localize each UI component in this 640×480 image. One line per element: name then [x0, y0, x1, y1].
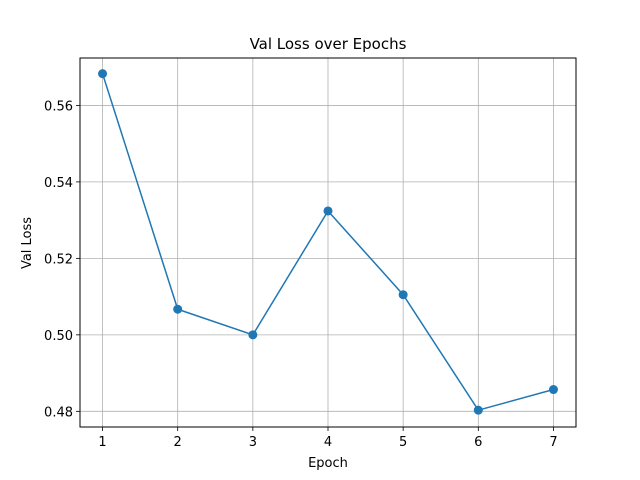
y-tick-label: 0.52: [44, 252, 73, 267]
data-point: [473, 405, 483, 415]
grid-lines: [80, 58, 576, 427]
x-tick-label: 5: [399, 435, 407, 450]
x-axis-label: Epoch: [308, 456, 348, 471]
y-tick-label: 0.50: [44, 329, 73, 344]
x-tick-label: 7: [549, 435, 557, 450]
y-axis-label: Val Loss: [20, 217, 35, 269]
data-point: [248, 330, 258, 340]
data-point: [323, 206, 333, 216]
data-point: [548, 385, 558, 395]
x-tick-label: 1: [98, 435, 106, 450]
data-point: [173, 304, 183, 314]
x-tick-label: 4: [324, 435, 332, 450]
data-point: [398, 290, 408, 300]
data-point: [98, 69, 108, 79]
series-group: [98, 69, 558, 415]
y-tick-label: 0.56: [44, 99, 73, 114]
tick-marks: [76, 105, 554, 431]
y-tick-label: 0.54: [44, 176, 73, 191]
x-tick-label: 3: [249, 435, 257, 450]
y-tick-label: 0.48: [44, 405, 73, 420]
x-tick-label: 6: [474, 435, 482, 450]
chart-title: Val Loss over Epochs: [250, 35, 407, 53]
x-tick-label: 2: [174, 435, 182, 450]
